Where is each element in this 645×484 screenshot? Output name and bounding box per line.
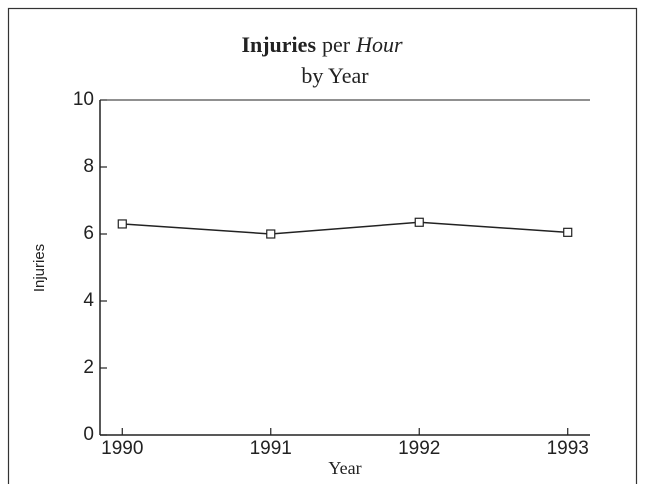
- frame: [7, 7, 638, 484]
- x-tick-label: 1992: [398, 438, 440, 459]
- title-part: per: [322, 32, 351, 57]
- point-marker: [414, 217, 424, 227]
- x-tick-label: 1990: [101, 438, 143, 459]
- x-tick-label: 1991: [250, 438, 292, 459]
- x-tick-label: 1993: [547, 438, 589, 459]
- title-part: Injuries: [241, 32, 316, 57]
- chart-subtitle: by Year: [301, 63, 369, 88]
- chart-title: Injuries per Hour: [241, 32, 403, 57]
- title-part: Hour: [355, 32, 403, 57]
- y-tick-label: 10: [73, 89, 94, 110]
- point-marker: [563, 227, 573, 237]
- y-tick-label: 0: [83, 424, 94, 445]
- series-line: [122, 221, 568, 235]
- x-axis-label: Year: [328, 458, 361, 478]
- point-marker: [117, 219, 127, 229]
- point-marker: [266, 229, 276, 239]
- y-tick-label: 4: [83, 290, 94, 311]
- y-tick-label: 6: [83, 223, 94, 244]
- y-tick-label: 8: [83, 156, 94, 177]
- y-tick-label: 2: [83, 357, 94, 378]
- y-axis-label: Injuries: [31, 244, 48, 292]
